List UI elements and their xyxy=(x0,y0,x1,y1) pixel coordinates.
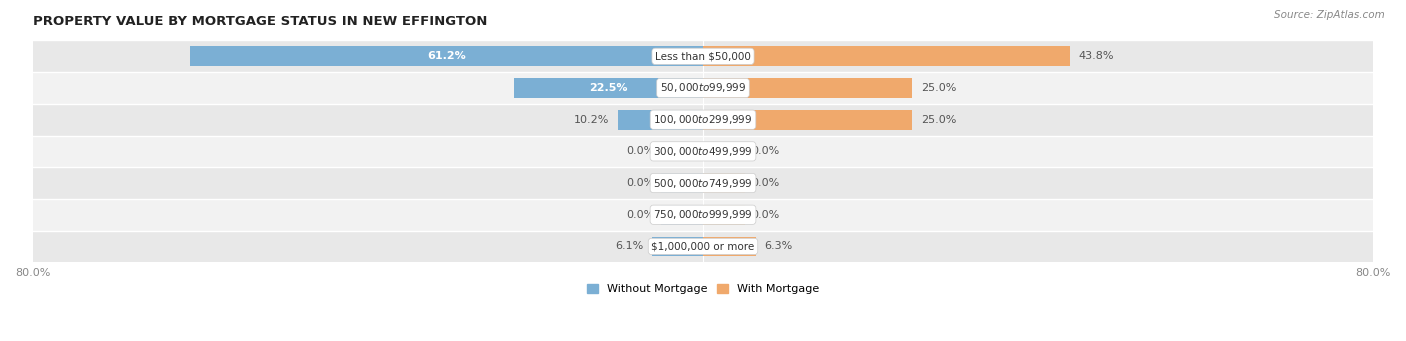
Bar xyxy=(515,78,703,98)
Bar xyxy=(703,237,756,256)
Bar xyxy=(32,231,1374,262)
Bar xyxy=(32,104,1374,135)
Text: Source: ZipAtlas.com: Source: ZipAtlas.com xyxy=(1274,10,1385,20)
Bar xyxy=(703,205,745,224)
Text: 0.0%: 0.0% xyxy=(626,146,654,157)
Text: 0.0%: 0.0% xyxy=(626,178,654,188)
Text: PROPERTY VALUE BY MORTGAGE STATUS IN NEW EFFINGTON: PROPERTY VALUE BY MORTGAGE STATUS IN NEW… xyxy=(32,15,486,28)
Text: 25.0%: 25.0% xyxy=(921,83,956,93)
Text: 0.0%: 0.0% xyxy=(752,210,780,220)
Text: Less than $50,000: Less than $50,000 xyxy=(655,51,751,61)
Bar xyxy=(32,199,1374,231)
Text: 25.0%: 25.0% xyxy=(921,115,956,125)
Text: $300,000 to $499,999: $300,000 to $499,999 xyxy=(654,145,752,158)
Text: $1,000,000 or more: $1,000,000 or more xyxy=(651,241,755,251)
Bar xyxy=(652,237,703,256)
Text: $750,000 to $999,999: $750,000 to $999,999 xyxy=(654,208,752,221)
Text: 0.0%: 0.0% xyxy=(752,178,780,188)
Text: 43.8%: 43.8% xyxy=(1078,51,1114,61)
Text: 6.1%: 6.1% xyxy=(616,241,644,251)
Bar xyxy=(32,135,1374,167)
Text: 10.2%: 10.2% xyxy=(574,115,609,125)
Bar xyxy=(190,46,703,66)
Bar xyxy=(32,41,1374,72)
Bar xyxy=(703,46,1070,66)
Bar xyxy=(661,142,703,161)
Text: 0.0%: 0.0% xyxy=(626,210,654,220)
Bar xyxy=(703,142,745,161)
Text: $50,000 to $99,999: $50,000 to $99,999 xyxy=(659,81,747,94)
Bar xyxy=(617,110,703,130)
Bar xyxy=(661,205,703,224)
Text: 22.5%: 22.5% xyxy=(589,83,628,93)
Bar xyxy=(703,78,912,98)
Bar xyxy=(661,173,703,193)
Bar xyxy=(703,110,912,130)
Bar xyxy=(32,167,1374,199)
Text: 61.2%: 61.2% xyxy=(427,51,465,61)
Bar xyxy=(703,173,745,193)
Text: $500,000 to $749,999: $500,000 to $749,999 xyxy=(654,177,752,190)
Text: 0.0%: 0.0% xyxy=(752,146,780,157)
Text: $100,000 to $299,999: $100,000 to $299,999 xyxy=(654,113,752,126)
Bar xyxy=(32,72,1374,104)
Legend: Without Mortgage, With Mortgage: Without Mortgage, With Mortgage xyxy=(582,279,824,299)
Text: 6.3%: 6.3% xyxy=(765,241,793,251)
